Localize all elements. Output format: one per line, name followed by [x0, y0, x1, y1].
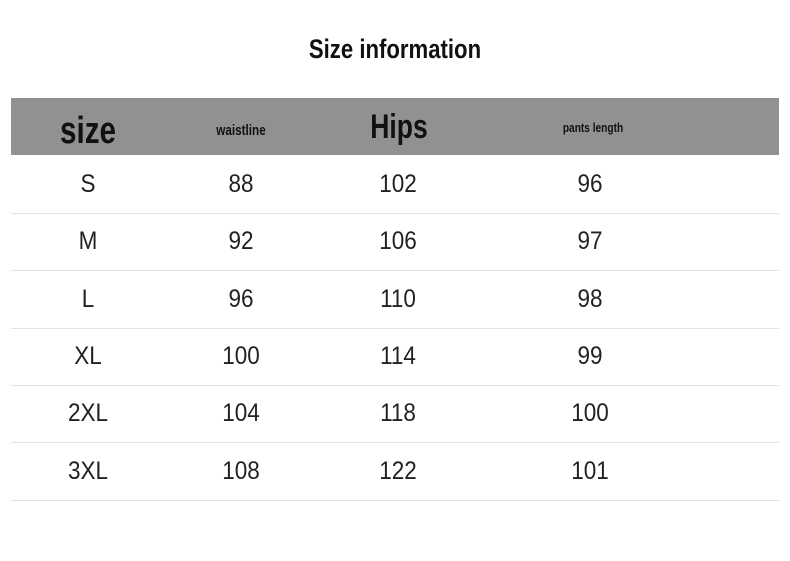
header-hips: Hips — [370, 108, 428, 146]
table-cell: 106 — [379, 227, 417, 256]
header-size: size — [59, 110, 117, 152]
table-cell: 108 — [222, 456, 260, 485]
table-row: XL 100 114 99 — [11, 328, 779, 386]
table-cell: 3XL — [67, 456, 109, 485]
table-cell: XL — [74, 341, 102, 370]
table-row: 2XL 104 118 100 — [11, 385, 779, 444]
table-row: L 96 110 98 — [11, 271, 779, 329]
table-cell: 122 — [379, 456, 417, 485]
table-cell: 110 — [380, 284, 416, 313]
table-cell: 88 — [228, 170, 254, 198]
table-row: M 92 106 97 — [11, 213, 779, 272]
table-cell: 98 — [577, 284, 603, 313]
table-cell: 2XL — [67, 399, 109, 428]
table-cell: M — [78, 227, 98, 256]
header-pants-length: pants length — [562, 120, 624, 135]
table-cell: 114 — [380, 341, 416, 370]
header-waistline: waistline — [216, 122, 266, 139]
table-cell: L — [81, 284, 95, 313]
table-cell: 92 — [228, 227, 254, 256]
table-row: S 88 102 96 — [11, 156, 779, 214]
table-cell: 100 — [222, 341, 260, 370]
table-cell: 96 — [577, 170, 603, 198]
table-cell: 101 — [571, 456, 609, 485]
table-cell: 102 — [379, 170, 417, 198]
table-cell: 97 — [577, 227, 603, 256]
table-cell: S — [80, 170, 96, 198]
table-cell: 96 — [228, 284, 254, 313]
table-cell: 100 — [571, 399, 609, 428]
table-header: size waistline Hips pants length — [11, 98, 779, 155]
page-title: Size information — [308, 34, 482, 64]
table-cell: 104 — [222, 399, 260, 428]
table-cell: 118 — [380, 399, 416, 428]
table-row: 3XL 108 122 101 — [11, 443, 779, 501]
table-cell: 99 — [577, 341, 603, 370]
